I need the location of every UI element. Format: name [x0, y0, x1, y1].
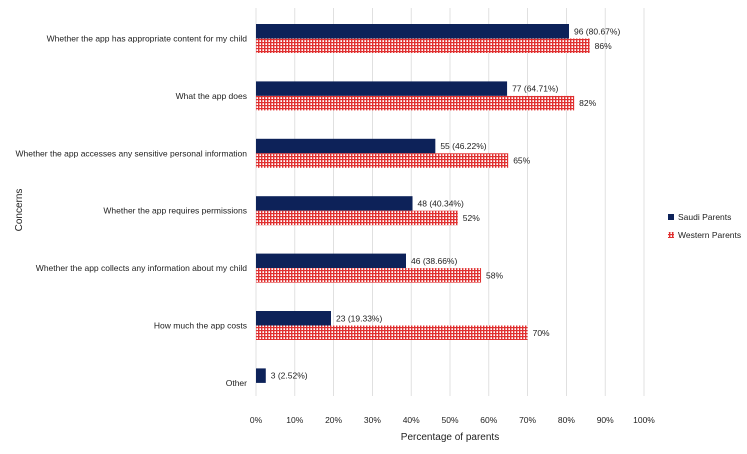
category-label: Whether the app collects any information…: [36, 263, 247, 273]
x-tick-label: 40%: [403, 415, 420, 425]
x-tick-label: 10%: [286, 415, 303, 425]
category-label: Whether the app requires permissions: [103, 206, 247, 216]
bars: [256, 24, 590, 383]
category-label: Whether the app has appropriate content …: [47, 34, 248, 44]
bar-saudi: [256, 138, 436, 154]
data-label: 3 (2.52%): [271, 371, 308, 381]
bar-western: [256, 38, 590, 53]
x-tick-label: 30%: [364, 415, 381, 425]
legend-swatch-saudi: [668, 214, 674, 220]
bar-saudi: [256, 81, 508, 96]
bar-western: [256, 268, 482, 283]
x-tick-label: 100%: [633, 415, 655, 425]
bar-western: [256, 95, 575, 111]
data-label: 70%: [533, 328, 550, 338]
data-label: 86%: [595, 41, 612, 51]
bar-western: [256, 210, 458, 226]
x-tick-label: 0%: [250, 415, 263, 425]
legend: Saudi Parents Western Parents: [668, 212, 741, 240]
x-tick-label: 90%: [597, 415, 614, 425]
bar-western: [256, 325, 528, 340]
bar-saudi: [256, 368, 266, 383]
bar-saudi: [256, 196, 413, 211]
data-label: 52%: [463, 213, 480, 223]
data-label: 96 (80.67%): [574, 26, 620, 36]
bar-saudi: [256, 253, 407, 269]
data-label: 48 (40.34%): [418, 198, 464, 208]
data-label: 58%: [486, 270, 503, 280]
x-axis-title: Percentage of parents: [401, 432, 499, 443]
y-axis-title: Concerns: [14, 189, 25, 232]
data-label: 77 (64.71%): [512, 84, 558, 94]
category-label: What the app does: [176, 91, 247, 101]
bar-western: [256, 153, 509, 168]
x-tick-label: 20%: [325, 415, 342, 425]
x-tick-label: 60%: [480, 415, 497, 425]
x-tick-label: 70%: [519, 415, 536, 425]
category-label: How much the app costs: [154, 321, 247, 331]
data-label: 46 (38.66%): [411, 256, 457, 266]
category-labels: Whether the app has appropriate content …: [15, 34, 247, 388]
bar-saudi: [256, 311, 332, 326]
category-label: Whether the app accesses any sensitive p…: [15, 148, 247, 158]
data-label: 55 (46.22%): [440, 141, 486, 151]
x-tick-label: 50%: [441, 415, 458, 425]
legend-swatch-western: [668, 232, 674, 238]
bar-saudi: [256, 24, 569, 39]
data-label: 82%: [579, 98, 596, 108]
legend-label-saudi: Saudi Parents: [678, 212, 731, 222]
category-label: Other: [226, 378, 247, 388]
data-labels: 96 (80.67%) 86% 77 (64.71%) 82% 55 (46.22%) 6…: [271, 26, 621, 380]
x-tick-label: 80%: [558, 415, 575, 425]
data-label: 65%: [513, 156, 530, 166]
legend-label-western: Western Parents: [678, 230, 741, 240]
x-tick-labels: 0% 10% 20% 30% 40% 50% 60% 70% 80% 90% 100%: [250, 415, 655, 425]
data-label: 23 (19.33%): [336, 313, 382, 323]
